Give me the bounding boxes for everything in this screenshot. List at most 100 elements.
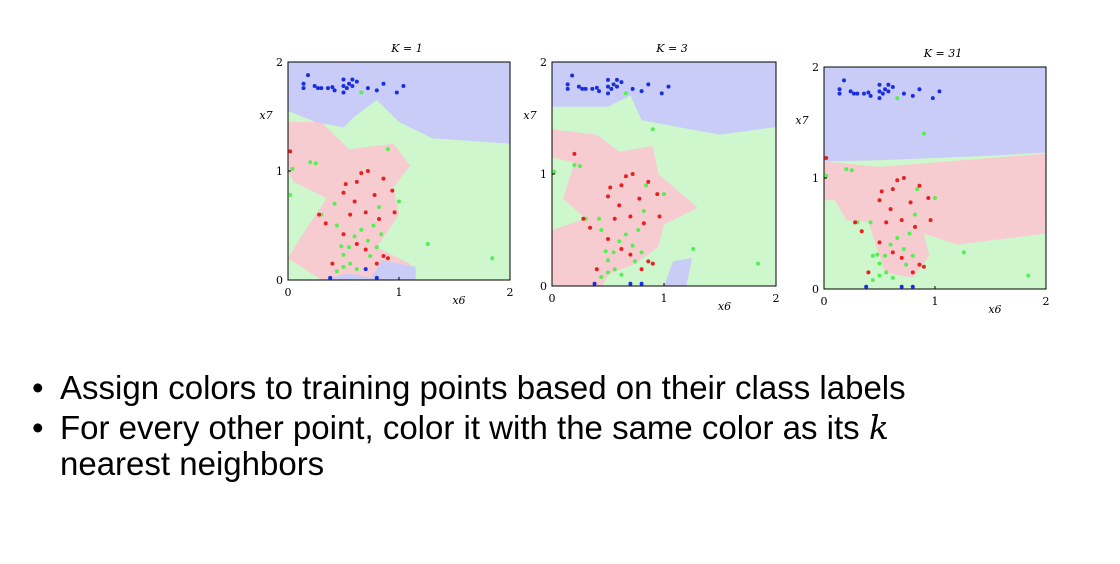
x-tick-label: 2 (507, 286, 514, 299)
x-tick-label: 2 (773, 292, 780, 305)
data-point-green (691, 247, 696, 252)
data-point-red (824, 156, 829, 161)
data-point-green (341, 252, 346, 257)
data-point-blue (580, 86, 585, 91)
chart-k31: 0 1 2 0 1 2 K = 31 x6 x7 (795, 47, 1049, 316)
data-point-blue (305, 73, 310, 78)
region-red (824, 153, 1046, 278)
data-point-green (883, 253, 888, 258)
data-point-red (913, 224, 918, 229)
region-blue (824, 67, 1046, 162)
data-point-green (606, 270, 610, 275)
data-point-green (611, 250, 616, 255)
data-point-blue (877, 89, 882, 94)
data-point-red (354, 179, 359, 184)
data-point-blue (401, 83, 406, 88)
bullet-list: • Assign colors to training points based… (32, 370, 1102, 486)
data-point-red (365, 169, 370, 173)
data-point-blue (883, 87, 888, 92)
data-point-blue (886, 82, 891, 87)
data-point-green (332, 201, 337, 206)
data-point-green (374, 245, 379, 250)
data-point-red (908, 200, 913, 205)
data-point-red (619, 247, 624, 252)
data-point-blue (374, 88, 379, 93)
data-point-red (637, 196, 642, 201)
data-point-green (359, 90, 364, 95)
data-point-red (859, 229, 864, 234)
data-point-blue (332, 88, 337, 93)
data-point-blue (325, 86, 330, 91)
bullet-dot: • (32, 369, 44, 406)
data-point-green (875, 252, 880, 257)
data-point-green (490, 256, 495, 261)
data-point-blue (354, 79, 359, 84)
data-point-green (915, 187, 920, 192)
data-point-green (347, 245, 352, 250)
data-point-red (926, 195, 931, 200)
chart-title: K = 1 (390, 42, 422, 55)
data-point-blue (866, 90, 871, 95)
chart-title: K = 3 (655, 42, 687, 55)
data-point-red (646, 259, 651, 264)
data-point-green (907, 231, 912, 236)
y-axis-label: x7 (795, 114, 808, 127)
data-point-green (824, 173, 829, 178)
data-point-red (921, 264, 926, 269)
data-point-blue (301, 86, 306, 91)
data-point-green (377, 204, 382, 209)
y-tick-label: 2 (276, 56, 283, 69)
data-point-blue (910, 93, 915, 98)
data-point-blue (646, 82, 651, 87)
data-point-blue (855, 91, 860, 96)
data-point-red (392, 210, 397, 215)
data-point-red (317, 212, 322, 217)
bullet-text: For every other point, color it with the… (60, 409, 869, 446)
data-point-blue (917, 87, 922, 92)
data-point-red (877, 240, 882, 245)
data-point-red (377, 216, 382, 221)
data-point-blue (639, 89, 644, 94)
data-point-green (348, 261, 353, 266)
data-point-green (636, 228, 641, 232)
data-point-blue (576, 84, 581, 89)
y-tick-label: 1 (540, 168, 547, 181)
data-point-green (334, 269, 339, 274)
data-point-blue (930, 96, 935, 101)
data-point-blue (611, 82, 616, 87)
data-point-red (606, 236, 610, 241)
data-point-blue (374, 275, 379, 280)
data-point-green (884, 270, 889, 275)
data-point-red (646, 179, 651, 184)
y-tick-label: 0 (540, 280, 547, 293)
data-point-red (619, 183, 624, 188)
data-point-red (910, 270, 915, 275)
data-point-green (599, 275, 604, 280)
data-point-green (397, 199, 401, 204)
data-point-red (374, 261, 379, 266)
knn-figure: 0 1 2 0 1 2 K = 1 x6 x7 0 1 2 0 1 2 K = 3 x6 x7 0 1 2 0 1 2 K … (259, 42, 1049, 316)
data-point-red (363, 247, 368, 252)
y-axis-label: x7 (523, 109, 536, 122)
data-point-blue (837, 87, 842, 92)
data-point-green (365, 238, 370, 243)
data-point-blue (590, 86, 595, 91)
data-point-blue (851, 91, 856, 96)
data-point-red (343, 182, 348, 187)
data-point-green (334, 223, 339, 228)
data-point-blue (606, 77, 610, 82)
data-point-green (313, 161, 318, 166)
data-point-blue (341, 90, 346, 95)
data-point-green (630, 243, 635, 248)
y-tick-label: 1 (812, 172, 819, 185)
data-point-green (425, 242, 430, 247)
chart-k1: 0 1 2 0 1 2 K = 1 x6 x7 (259, 42, 514, 307)
data-point-green (844, 167, 849, 172)
data-point-green (352, 234, 357, 239)
data-point-blue (630, 86, 635, 91)
data-point-blue (901, 91, 906, 96)
data-point-red (390, 188, 395, 193)
data-point-blue (659, 91, 664, 96)
y-tick-label: 0 (812, 283, 819, 296)
data-point-red (639, 267, 644, 272)
